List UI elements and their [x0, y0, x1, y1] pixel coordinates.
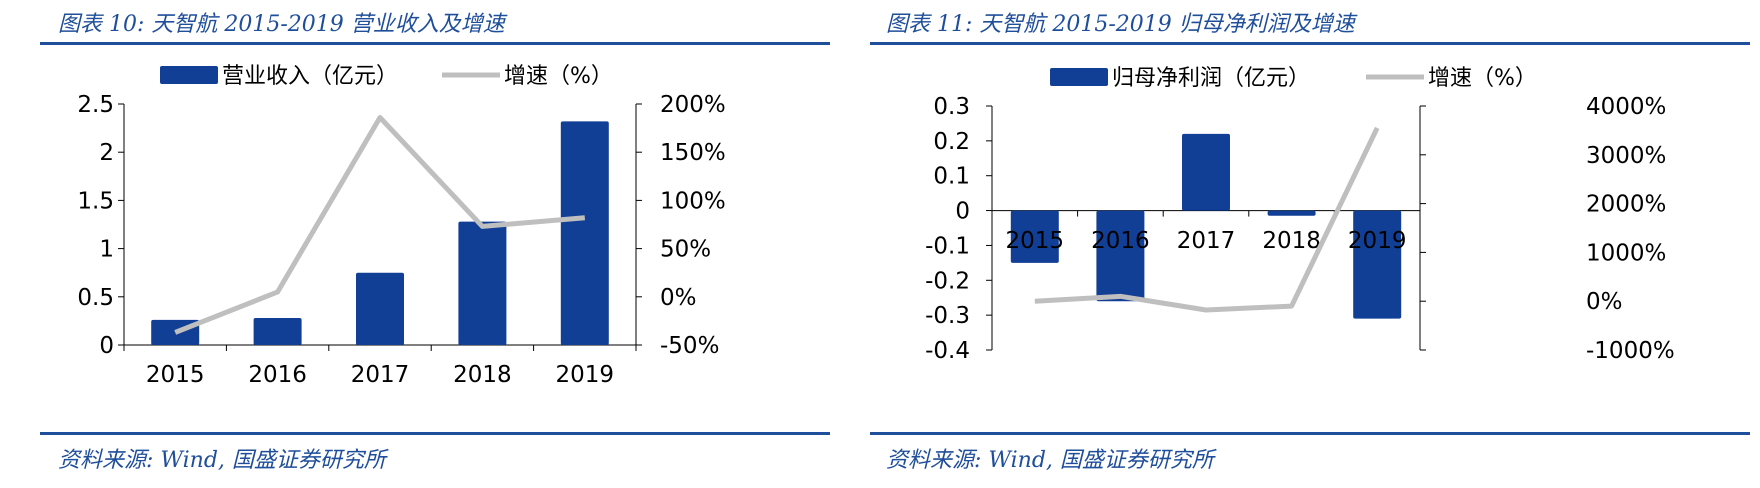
left-axis-tick-label: 0.2: [933, 129, 970, 155]
right-axis-tick-label: -50%: [660, 333, 719, 359]
source-note: 资料来源: Wind, 国盛证券研究所: [886, 448, 1214, 473]
left-axis-tick-label: 0.1: [933, 164, 970, 190]
bar: [1267, 210, 1316, 216]
category-label: 2017: [351, 362, 410, 388]
legend-bar-swatch: [1050, 68, 1108, 86]
left-axis-tick-label: -0.2: [925, 268, 970, 294]
category-label: 2019: [1348, 228, 1407, 254]
left-axis-tick-label: 1: [99, 237, 114, 263]
chart-panel-net-profit: 图表 11: 天智航 2015-2019 归母净利润及增速 -0.4 -0.3 -0…: [860, 0, 1760, 488]
left-axis-tick-label: 0.3: [933, 94, 970, 120]
right-axis-tick-label: 100%: [660, 188, 726, 214]
figure-title: 图表 10: 天智航 2015-2019 营业收入及增速: [58, 12, 505, 37]
bar: [356, 272, 404, 345]
right-axis-tick-label: 4000%: [1586, 94, 1666, 120]
bar: [560, 121, 609, 346]
bar: [1182, 133, 1230, 211]
category-label: 2015: [1006, 228, 1065, 254]
right-axis-tick-label: -1000%: [1586, 338, 1675, 364]
chart-panel-revenue: 图表 10: 天智航 2015-2019 营业收入及增速 0 0.5 1 1.5 2 2.…: [0, 0, 840, 488]
category-label: 2015: [146, 362, 205, 388]
left-axis-tick-label: 0: [955, 199, 970, 225]
left-axis-tick-label: 2.5: [77, 92, 114, 118]
right-axis-tick-label: 200%: [660, 92, 726, 118]
category-label: 2018: [453, 362, 512, 388]
title-rule: [870, 42, 1750, 45]
bar: [1353, 210, 1402, 319]
legend-line-label: 增速（%）: [1428, 66, 1537, 91]
right-axis-tick-label: 3000%: [1586, 143, 1666, 169]
bar: [1096, 210, 1145, 302]
right-axis-tick-label: 50%: [660, 237, 711, 263]
bar: [1010, 210, 1059, 263]
left-axis-tick-label: 2: [99, 140, 114, 166]
source-rule: [870, 432, 1750, 435]
right-axis-tick-label: 2000%: [1586, 192, 1666, 218]
source-note: 资料来源: Wind, 国盛证券研究所: [58, 448, 386, 473]
category-label: 2018: [1262, 228, 1321, 254]
left-axis-tick-label: 0: [99, 333, 114, 359]
legend-bar-label: 归母净利润（亿元）: [1112, 66, 1310, 91]
revenue-chart: 0 0.5 1 1.5 2 2.5 -50% 0% 50% 100% 150% 200% 2015 201…: [77, 64, 726, 388]
figure-title: 图表 11: 天智航 2015-2019 归母净利润及增速: [886, 12, 1355, 37]
left-axis-tick-label: -0.4: [925, 338, 970, 364]
bar: [458, 221, 507, 345]
category-label: 2016: [248, 362, 307, 388]
left-axis-tick-label: -0.3: [925, 303, 970, 329]
legend-bar-label: 营业收入（亿元）: [222, 64, 398, 89]
source-rule: [40, 432, 830, 435]
net-profit-chart: -0.4 -0.3 -0.2 -0.1 0 0.1 0.2 0.3 -1000% 0% 1000% 2…: [925, 66, 1675, 364]
title-rule: [40, 42, 830, 45]
right-axis-tick-label: 0%: [1586, 289, 1623, 315]
left-axis-tick-label: 0.5: [77, 285, 114, 311]
left-axis-tick-label: -0.1: [925, 233, 970, 259]
legend-line-label: 增速（%）: [504, 64, 613, 89]
right-axis-tick-label: 150%: [660, 140, 726, 166]
category-label: 2019: [556, 362, 615, 388]
category-label: 2016: [1091, 228, 1150, 254]
bar: [253, 318, 302, 345]
category-label: 2017: [1177, 228, 1236, 254]
right-axis-tick-label: 0%: [660, 285, 697, 311]
left-axis-tick-label: 1.5: [77, 188, 114, 214]
legend-bar-swatch: [160, 66, 218, 84]
right-axis-tick-label: 1000%: [1586, 240, 1666, 266]
